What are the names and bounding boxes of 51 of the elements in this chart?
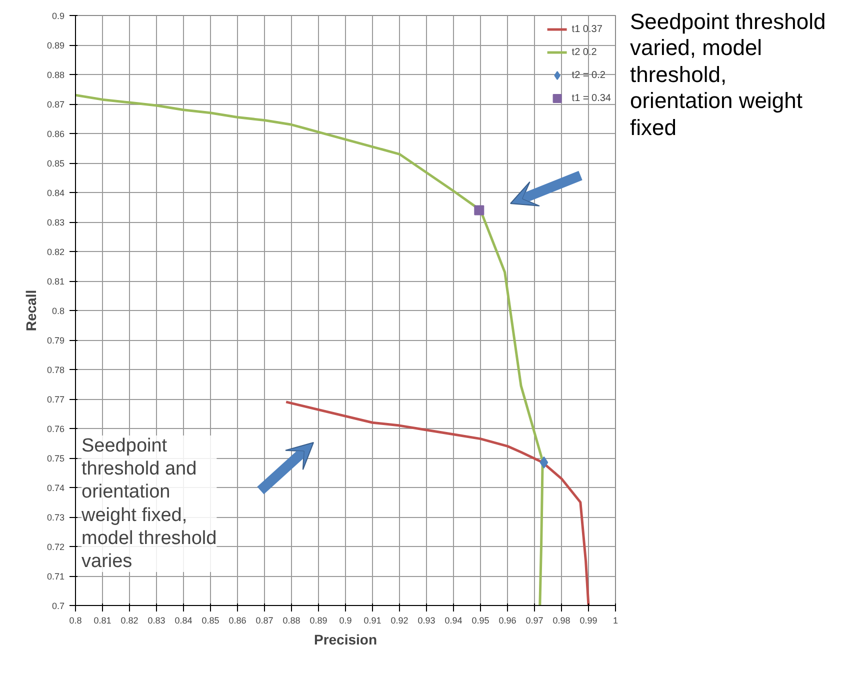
y-tick-label: 0.85	[46, 158, 65, 168]
y-tick-label: 0.84	[46, 188, 65, 198]
y-tick-label: 0.8	[52, 306, 65, 316]
line-series	[284, 400, 590, 606]
y-tick-label: 0.86	[46, 129, 65, 139]
y-tick-label: 0.7	[52, 601, 65, 611]
x-tick-label: 0.93	[418, 616, 436, 626]
x-tick-label: 0.98	[552, 616, 570, 626]
y-tick-label: 0.83	[46, 218, 65, 228]
x-tick-label: 0.84	[174, 616, 192, 626]
y-tick-label: 0.71	[46, 572, 65, 582]
x-tick-label: 0.88	[282, 616, 300, 626]
x-tick-label: 0.91	[364, 616, 382, 626]
legend-label: t2 = 0.2	[572, 70, 606, 80]
y-tick-label: 0.9	[52, 11, 65, 21]
y-tick-label: 0.77	[46, 394, 65, 404]
y-tick-label: 0.79	[46, 336, 65, 346]
x-tick-label: 0.8	[69, 616, 82, 626]
y-tick-label: 0.74	[46, 483, 65, 493]
legend-label: t1 0.37	[572, 24, 602, 34]
y-tick-label: 0.72	[46, 542, 65, 552]
x-tick-label: 0.81	[94, 616, 112, 626]
x-tick-label: 0.96	[498, 616, 516, 626]
legend-label: t2 0.2	[572, 46, 597, 58]
x-tick-label: 0.89	[310, 616, 328, 626]
x-tick-label: 0.82	[120, 616, 138, 626]
text: Seedpoint threshold varied, model threshold, orientation weight fixed	[630, 9, 827, 141]
x-tick-label: 0.9	[339, 616, 352, 626]
x-tick-label: 0.97	[526, 616, 544, 626]
y-tick-label: 0.76	[46, 424, 65, 434]
y-tick-label: 0.89	[46, 40, 65, 50]
annotation: Seedpoint threshold and orientation weight fixed, model threshold varies	[80, 436, 217, 572]
y-tick-label: 0.88	[46, 70, 65, 80]
x-tick-label: 0.85	[202, 616, 220, 626]
y-axis-title: Recall	[22, 290, 39, 332]
x-axis-title: Precision	[314, 632, 378, 648]
x-tick-label: 0.86	[228, 616, 246, 626]
y-tick-label: 0.82	[46, 247, 65, 257]
y-tick-label: 0.75	[46, 454, 65, 464]
y-tick-label: 0.73	[46, 512, 65, 522]
x-tick-label: 0.87	[256, 616, 274, 626]
y-tick-label: 0.87	[46, 100, 65, 110]
x-tick-label: 0.95	[472, 616, 490, 626]
x-tick-label: 0.83	[148, 616, 166, 626]
x-tick-label: 1	[612, 616, 618, 626]
legend-label: t1 = 0.34	[572, 92, 611, 104]
y-tick-label: 0.81	[46, 276, 65, 286]
x-tick-label: 0.99	[580, 616, 598, 626]
x-tick-label: 0.92	[390, 616, 408, 626]
x-tick-label: 0.94	[444, 616, 462, 626]
y-tick-label: 0.78	[46, 365, 65, 375]
